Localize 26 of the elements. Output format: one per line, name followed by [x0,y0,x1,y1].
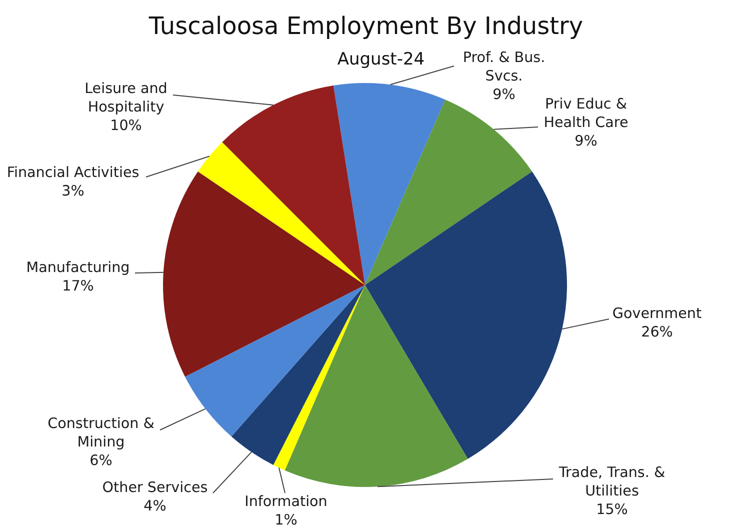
slice-label: Manufacturing [26,260,130,276]
data-label: 9% [492,87,516,104]
slice-label: Information [244,494,328,510]
slice-label: Leisure and Hospitality [84,81,168,116]
pie-slice [163,171,365,377]
slice-label: Priv Educ & Health Care [544,96,628,132]
pie-slice [222,85,365,285]
chart-title: Tuscaloosa Employment By Industry [148,12,584,40]
slice-label: Trade, Trans. & Utilities [558,465,666,500]
slice-label: Financial Activities [6,165,140,181]
slice-label: Government [612,306,702,322]
chart-subtitle: August-24 [337,50,425,70]
data-label: 4% [144,498,166,515]
data-label: 17% [62,278,94,295]
data-label: 15% [596,502,628,518]
slice-label: Prof. & Bus. Svcs. [462,50,546,85]
pie-slice [273,285,365,470]
pie-slice [198,142,365,285]
data-label: 6% [90,453,112,470]
data-label: 3% [62,184,84,200]
data-label: 1% [274,512,298,529]
slice-label: Other Services [102,480,208,496]
data-label: 26% [641,324,673,341]
data-label: 9% [574,134,598,150]
data-label: 10% [110,118,142,134]
slice-label: Construction & Mining [48,416,154,451]
